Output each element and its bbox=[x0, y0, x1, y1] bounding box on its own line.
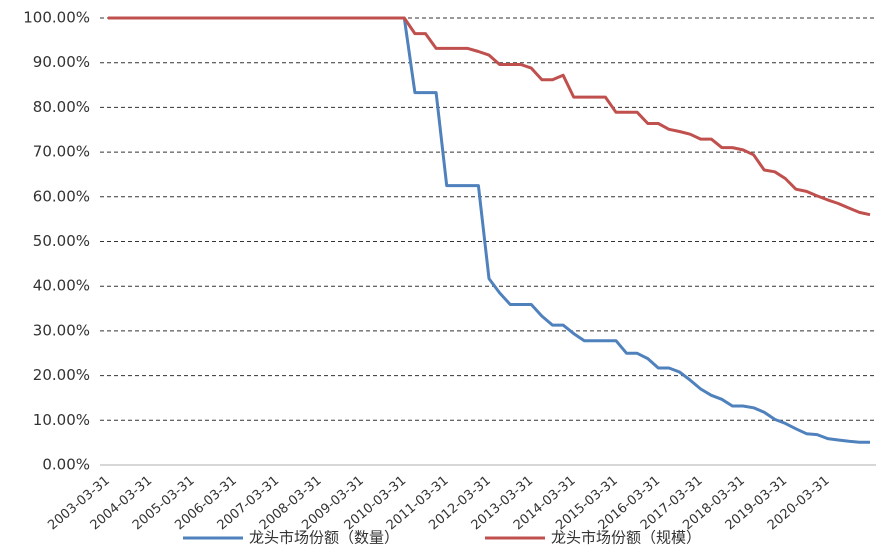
line-series bbox=[108, 16, 871, 217]
legend-label: 龙头市场份额（规模） bbox=[551, 529, 701, 547]
y-tick-label: 100.00% bbox=[23, 9, 90, 27]
y-tick-label: 10.00% bbox=[33, 411, 90, 429]
y-tick-label: 30.00% bbox=[33, 321, 90, 339]
y-tick-label: 40.00% bbox=[33, 277, 90, 295]
y-tick-label: 60.00% bbox=[33, 187, 90, 205]
y-tick-label: 90.00% bbox=[33, 53, 90, 71]
y-tick-label: 0.00% bbox=[42, 456, 90, 474]
y-tick-label: 20.00% bbox=[33, 366, 90, 384]
line-series bbox=[108, 16, 870, 444]
y-tick-label: 50.00% bbox=[33, 232, 90, 250]
y-tick-label: 80.00% bbox=[33, 98, 90, 116]
y-tick-label: 70.00% bbox=[33, 143, 90, 161]
legend-label: 龙头市场份额（数量） bbox=[249, 529, 399, 547]
